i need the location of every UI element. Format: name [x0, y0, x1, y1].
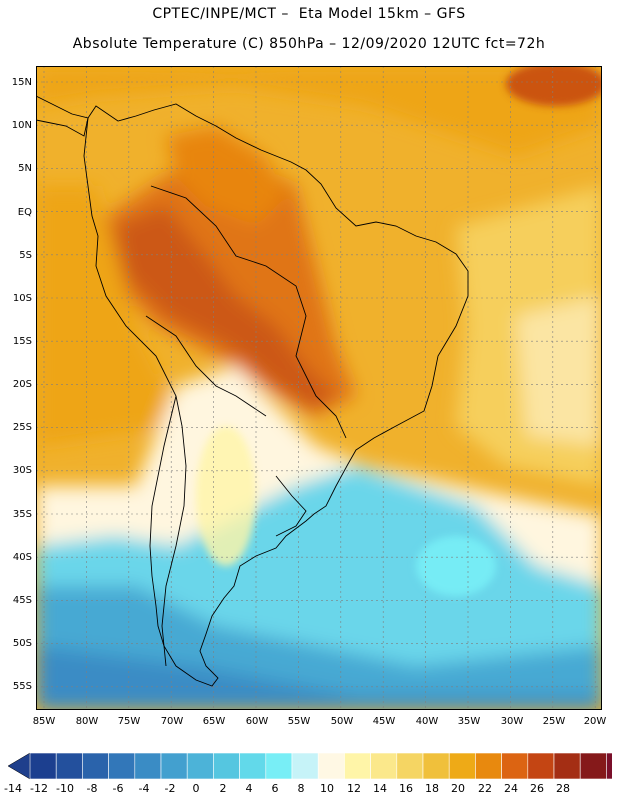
field-ne-hot — [506, 66, 602, 106]
lat-label: 10N — [11, 120, 32, 131]
colorbar-label: 8 — [297, 782, 305, 795]
lat-label: 25S — [12, 422, 32, 433]
lon-label: 35W — [457, 716, 481, 727]
lat-label: 5N — [18, 163, 32, 174]
coastline-south-america — [83, 103, 469, 687]
colorbar-swatch — [370, 752, 398, 780]
colorbar-label: 14 — [373, 782, 387, 795]
lat-label: 50S — [12, 638, 32, 649]
lon-label: 55W — [287, 716, 311, 727]
lon-label: 45W — [372, 716, 396, 727]
lon-label: 85W — [32, 716, 56, 727]
lat-label: 35S — [12, 509, 32, 520]
field-warm-plume — [196, 426, 256, 566]
colorbar-swatch — [475, 752, 502, 780]
colorbar-label: 2 — [219, 782, 227, 795]
colorbar-label: 16 — [399, 782, 413, 795]
colorbar-label: 10 — [320, 782, 334, 795]
colorbar-label: -14 — [4, 782, 22, 795]
colorbar-label: -10 — [56, 782, 74, 795]
graticule — [36, 66, 602, 710]
colorbar-label: 28 — [556, 782, 570, 795]
colorbar-label: -4 — [138, 782, 150, 795]
lat-label: 5S — [19, 250, 32, 261]
lon-label: 65W — [202, 716, 226, 727]
lat-label: 30S — [12, 465, 32, 476]
border-andes — [145, 315, 267, 417]
colorbar-swatch — [213, 752, 240, 780]
field-cyclone — [416, 536, 496, 596]
colorbar-swatch — [265, 752, 293, 780]
colorbar-swatch — [317, 752, 345, 780]
lat-label: 15S — [12, 336, 32, 347]
colorbar-swatch — [579, 752, 607, 780]
lon-label: 40W — [415, 716, 439, 727]
lat-label: 45S — [12, 595, 32, 606]
lat-label: 55S — [12, 681, 32, 692]
colorbar-swatch — [501, 752, 529, 780]
lon-label: 70W — [160, 716, 184, 727]
colorbar-label: 22 — [478, 782, 492, 795]
temperature-map — [36, 66, 602, 710]
colorbar-label: -6 — [112, 782, 124, 795]
frame-border — [36, 66, 602, 710]
colorbar-label: 12 — [347, 782, 361, 795]
colorbar — [7, 752, 612, 780]
colorbar-swatch — [239, 752, 267, 780]
colorbar-swatch — [29, 752, 57, 780]
colorbar-swatch — [291, 752, 319, 780]
colorbar-label: 4 — [245, 782, 253, 795]
colorbar-swatch — [160, 752, 188, 780]
field-pacific — [36, 186, 176, 446]
colorbar-label: -8 — [86, 782, 98, 795]
colorbar-label: 18 — [425, 782, 439, 795]
lon-label: 25W — [542, 716, 566, 727]
colorbar-swatch — [186, 752, 214, 780]
colorbar-label: 6 — [271, 782, 279, 795]
colorbar-swatch — [527, 752, 555, 780]
lon-label: 20W — [583, 716, 607, 727]
colorbar-swatch — [344, 752, 371, 780]
lon-label: 60W — [245, 716, 269, 727]
colorbar-swatch — [553, 752, 581, 780]
colorbar-swatch — [422, 752, 450, 780]
lon-label: 75W — [117, 716, 141, 727]
colorbar-swatch — [606, 752, 612, 780]
colorbar-swatch — [134, 752, 162, 780]
coastlines — [36, 95, 469, 687]
lon-label: 80W — [75, 716, 99, 727]
lon-label: 30W — [500, 716, 524, 727]
colorbar-swatch — [108, 752, 136, 780]
lat-label: 20S — [12, 379, 32, 390]
field-far-south — [36, 646, 602, 710]
lat-label: EQ — [17, 207, 32, 218]
border-argentina-chile — [161, 395, 187, 667]
colorbar-swatch — [82, 752, 109, 780]
colorbar-label: -2 — [164, 782, 176, 795]
colorbar-label: 24 — [504, 782, 518, 795]
border-brazil — [150, 185, 347, 439]
field-east-atlantic-pale — [516, 296, 602, 446]
title-line-2: Absolute Temperature (C) 850hPa – 12/09/… — [72, 36, 546, 52]
colorbar-swatch — [448, 752, 476, 780]
lon-label: 50W — [330, 716, 354, 727]
border-rio-plata — [275, 475, 307, 537]
lat-label: 15N — [11, 77, 32, 88]
colorbar-label: 26 — [530, 782, 544, 795]
colorbar-swatch — [55, 752, 83, 780]
colorbar-label: 20 — [451, 782, 465, 795]
lat-label: 40S — [12, 552, 32, 563]
colorbar-swatch — [396, 752, 424, 780]
title-line-1: CPTEC/INPE/MCT – Eta Model 15km – GFS — [152, 6, 466, 22]
field-north-ocean — [36, 66, 602, 156]
colorbar-label: 0 — [192, 782, 200, 795]
lat-label: 10S — [12, 293, 32, 304]
colorbar-under-triangle — [7, 752, 31, 780]
coastline-central-america — [36, 95, 89, 137]
colorbar-label: -12 — [30, 782, 48, 795]
